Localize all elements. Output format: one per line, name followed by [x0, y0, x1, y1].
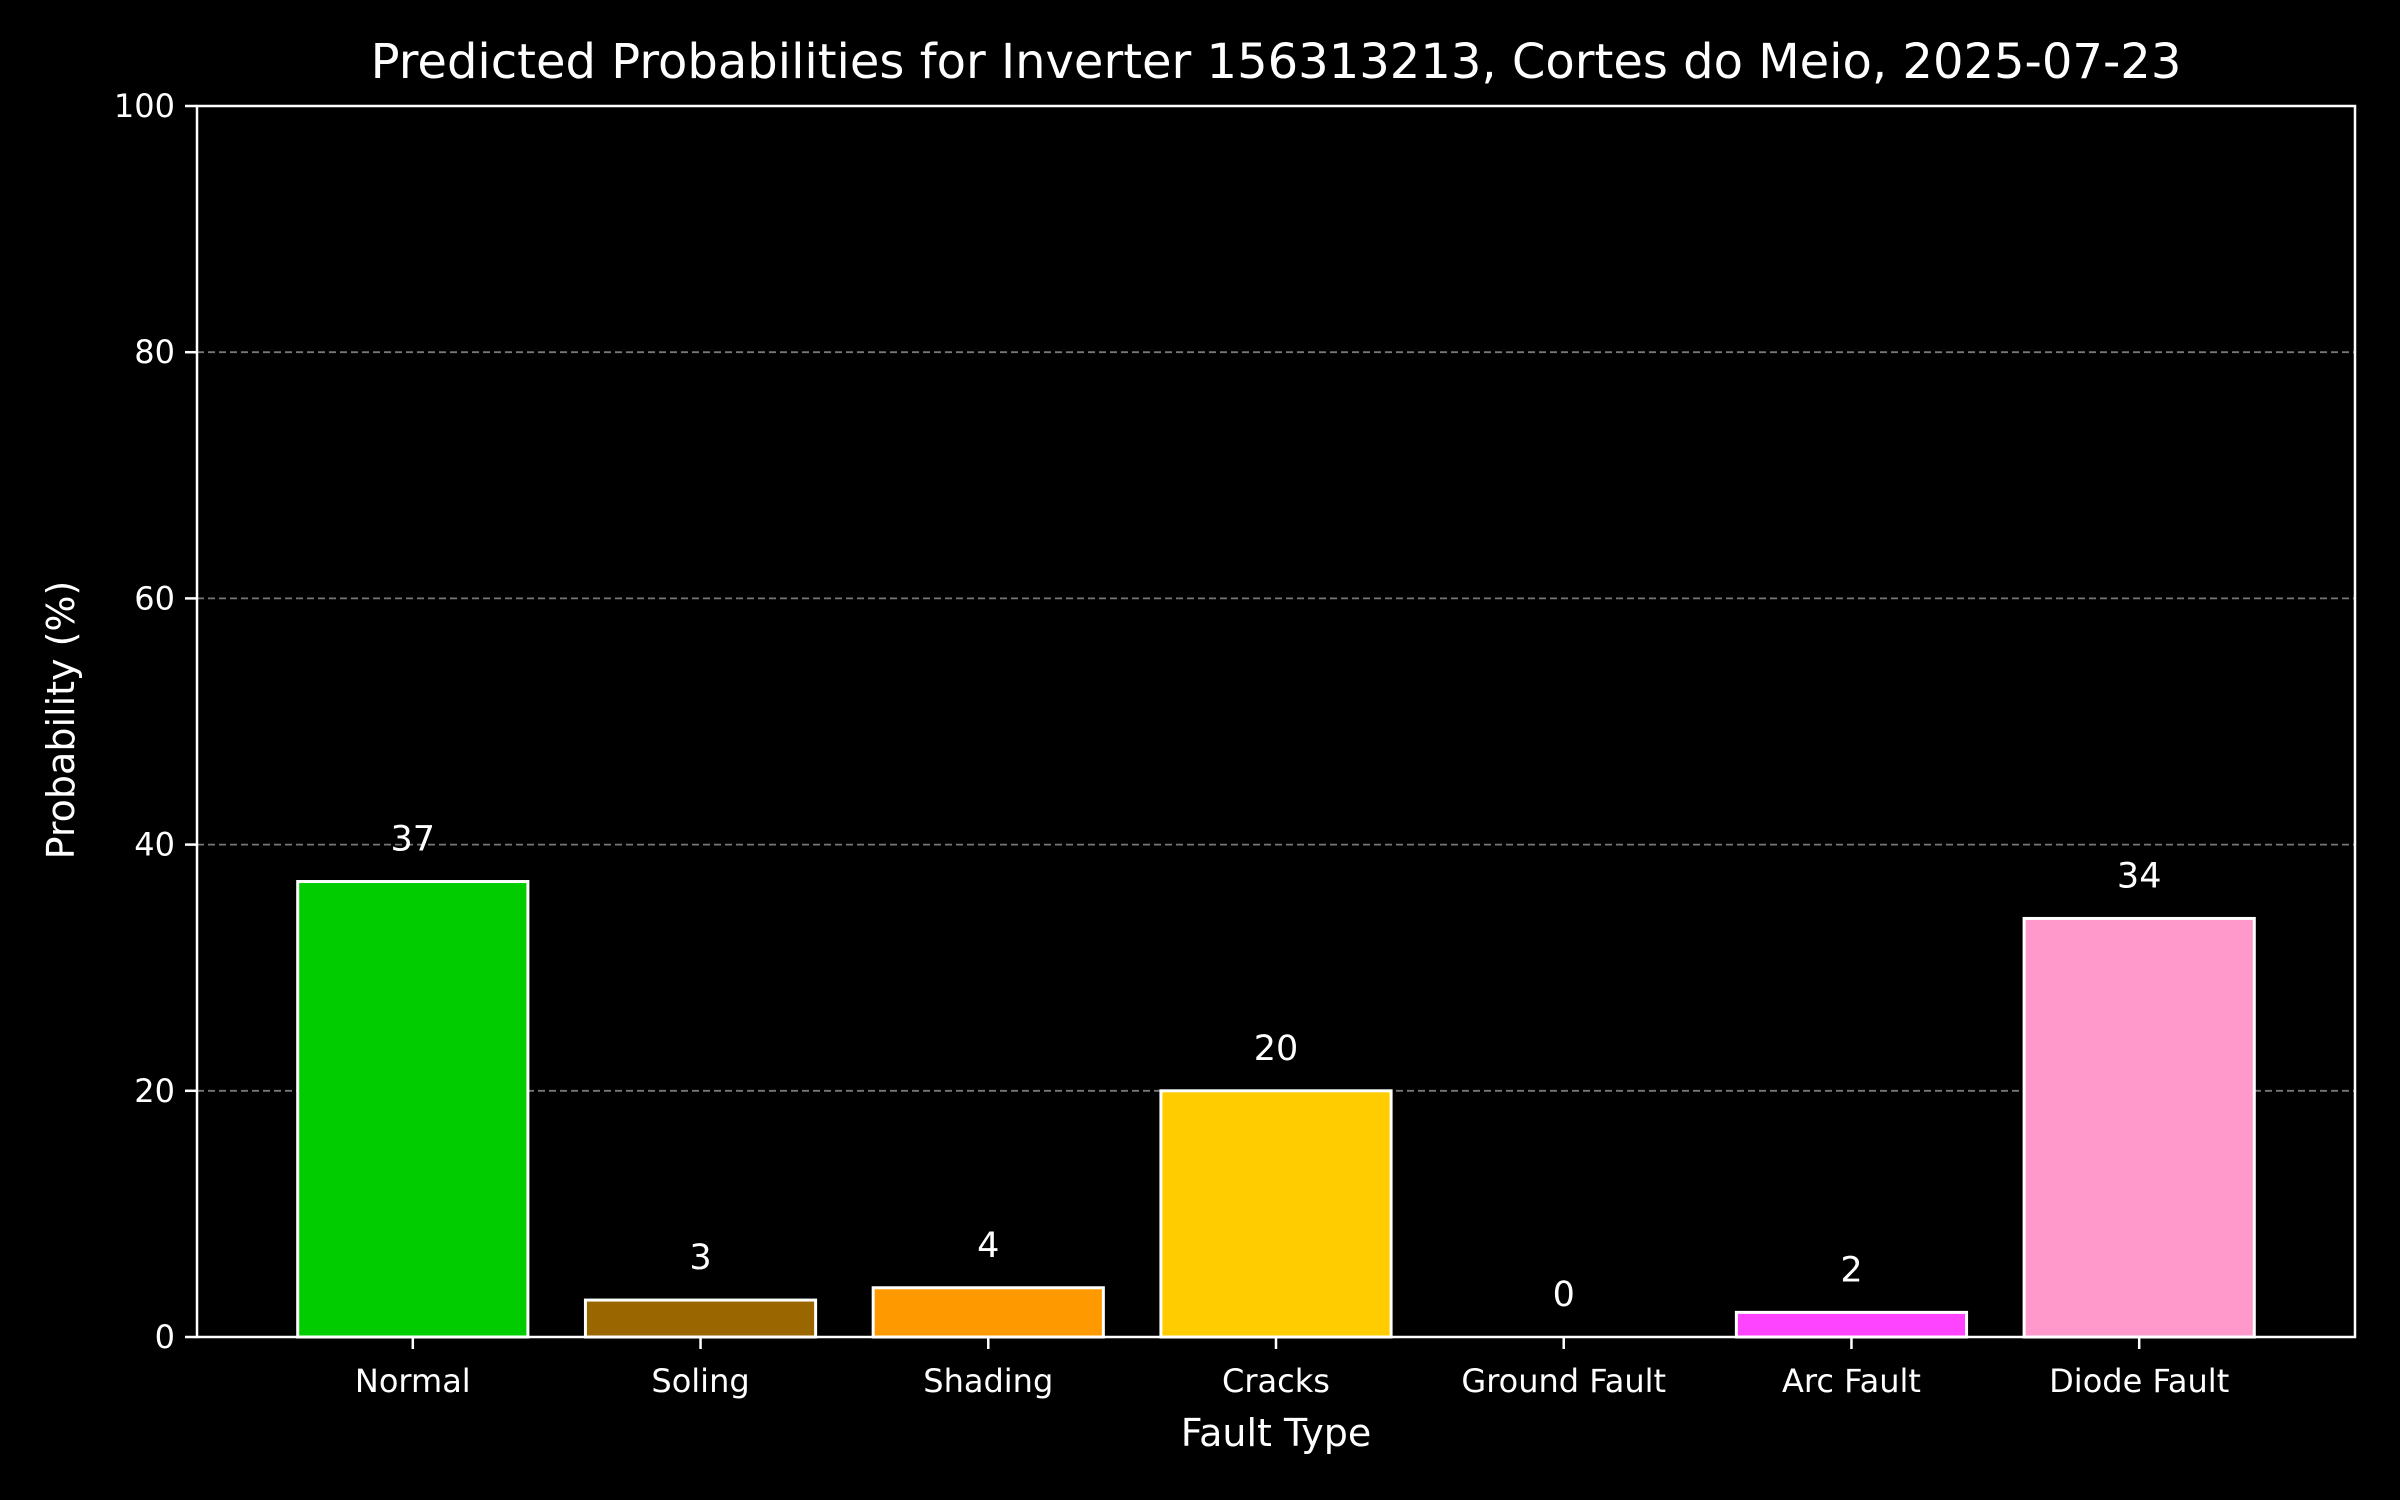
chart-title: Predicted Probabilities for Inverter 156…: [371, 34, 2182, 90]
y-tick-label: 60: [134, 579, 175, 617]
data-label: 20: [1254, 1029, 1299, 1069]
bar: [1159, 1089, 1393, 1339]
x-tick-label: Shading: [923, 1362, 1053, 1400]
data-label: 34: [2117, 856, 2162, 896]
bar: [871, 1286, 1105, 1339]
y-tick-label: 0: [155, 1318, 175, 1356]
x-tick-label: Diode Fault: [2049, 1362, 2229, 1400]
bar: [1734, 1310, 1969, 1339]
bar: [583, 1298, 818, 1339]
bar: [2022, 916, 2256, 1339]
data-label: 37: [391, 820, 436, 860]
y-tick-label: 80: [134, 333, 175, 371]
x-tick-label: Ground Fault: [1461, 1362, 1666, 1400]
y-tick-label: 40: [134, 826, 175, 864]
x-tick-label: Arc Fault: [1782, 1362, 1921, 1400]
x-axis-label: Fault Type: [1181, 1411, 1372, 1455]
x-tick-label: Cracks: [1222, 1362, 1330, 1400]
data-label: 3: [689, 1238, 711, 1278]
x-tick-label: Soling: [651, 1362, 749, 1400]
y-tick-label: 20: [134, 1072, 175, 1110]
data-label: 0: [1553, 1275, 1575, 1315]
x-tick-label: Normal: [355, 1362, 471, 1400]
data-label: 4: [977, 1226, 999, 1266]
y-axis-label: Probability (%): [39, 581, 83, 860]
data-label: 2: [1840, 1250, 1862, 1290]
bar: [296, 880, 530, 1339]
y-tick-label: 100: [114, 87, 175, 125]
